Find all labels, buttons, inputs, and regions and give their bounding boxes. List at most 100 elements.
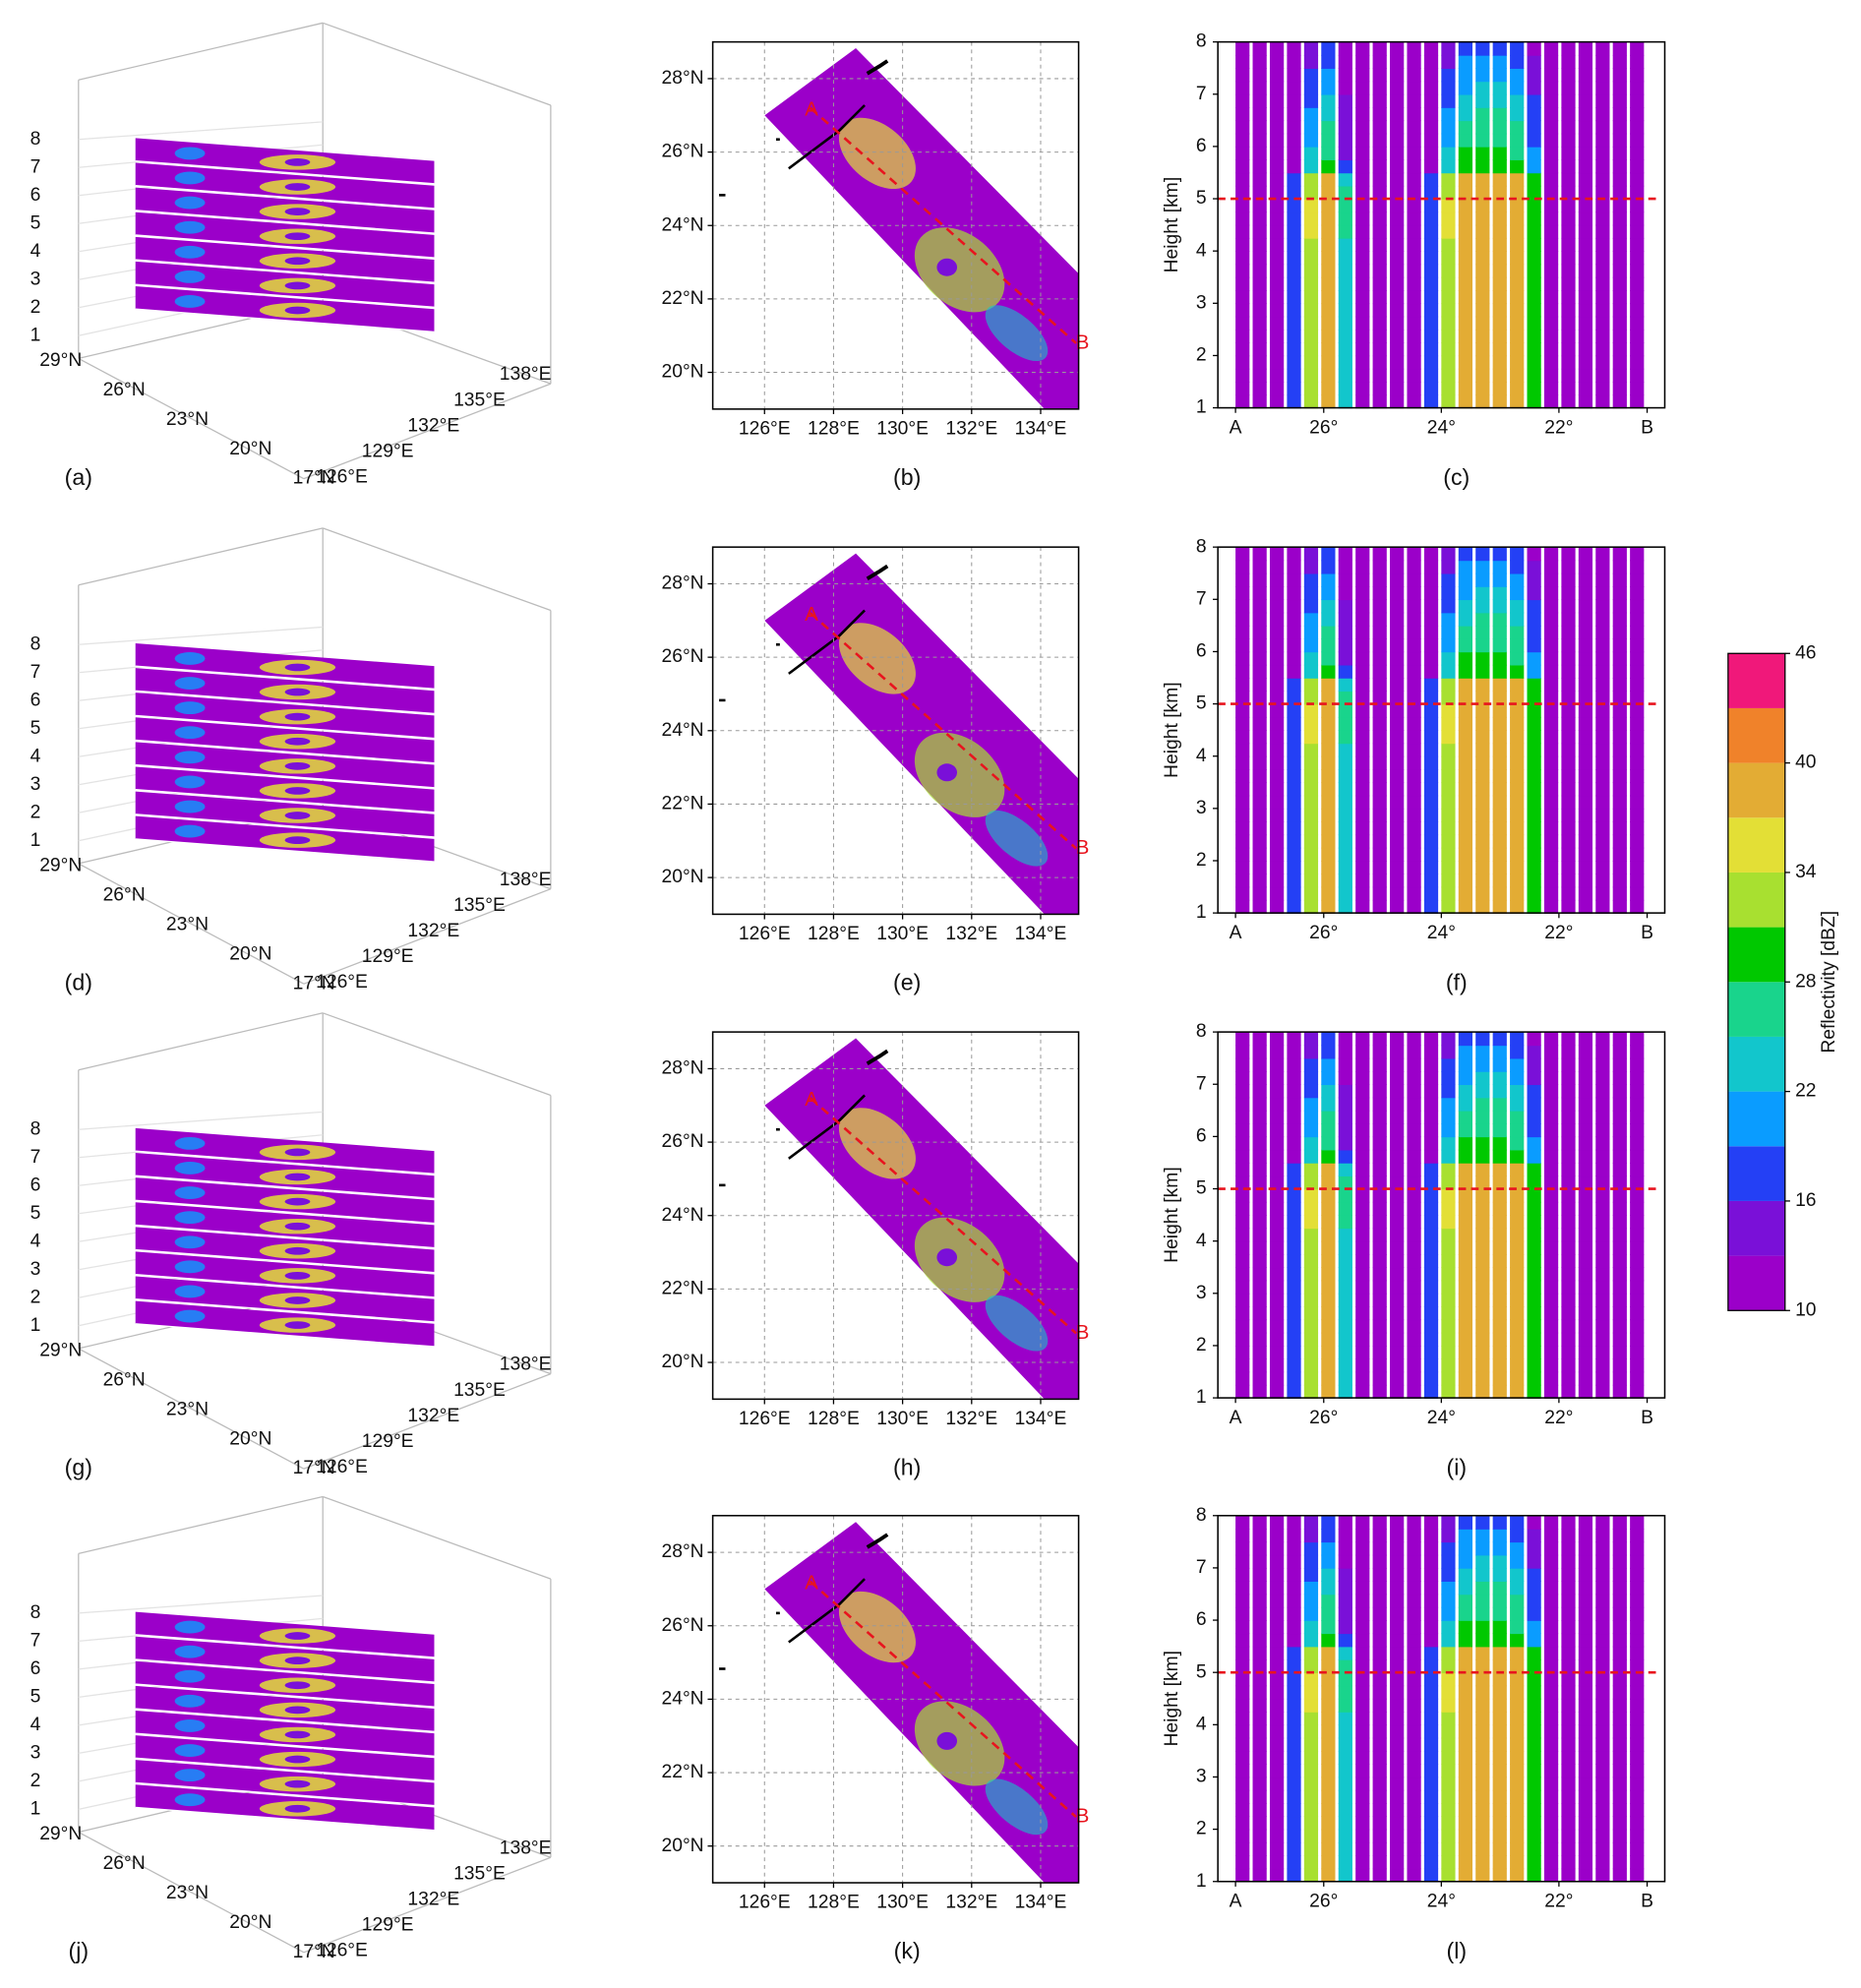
radar-cell [1407,316,1421,331]
radar-cell [1252,730,1267,745]
radar-cell [1492,1175,1507,1190]
map-content [719,48,1079,409]
radar-cell [1578,1070,1593,1086]
island [719,1667,726,1670]
radar-cell [1475,1672,1490,1687]
radar-cell [1475,185,1490,200]
radar-cell [1372,1110,1387,1124]
radar-cell [1252,1332,1267,1347]
radar-cell [1338,1724,1352,1739]
radar-cell [1510,1070,1525,1086]
radar-cell [1612,1737,1627,1752]
radar-cell [1475,1646,1490,1660]
radar-cell [1423,1606,1439,1621]
radar-cell [1321,1816,1336,1831]
radar-cell [1441,394,1456,409]
radar-cell [1475,54,1490,69]
radar-cell [1407,1764,1421,1778]
radar-cell [1338,1057,1352,1072]
radar-cell [1492,1293,1507,1307]
radar-cell [1441,120,1456,135]
radar-cell [1235,1633,1250,1648]
radar-cell [1475,68,1490,83]
radar-cell [1372,316,1387,331]
radar-cell [1510,1240,1525,1255]
radar-cell [1338,586,1352,601]
radar-cell [1458,847,1472,862]
radar-cell [1355,1764,1370,1778]
radar-cell [1543,886,1559,901]
radar-cell [1321,1855,1336,1870]
radar-cell [1390,1515,1405,1530]
island [775,1611,780,1615]
radar-cell [1578,1868,1593,1883]
radar-cell [1612,133,1627,148]
radar-cell [1390,382,1405,396]
radar-cell [1407,68,1421,83]
radar-cell [1407,1267,1421,1282]
radar-cell [1372,899,1387,914]
radar-cell [1492,1658,1507,1673]
radar-cell [1561,834,1576,849]
radar-cell [1527,1581,1541,1596]
radar-cell [1338,1070,1352,1086]
radar-cell [1578,625,1593,639]
radar-cell [1510,1215,1525,1230]
radar-cell [1423,1685,1439,1700]
radar-cell [1252,1070,1267,1086]
section-line [809,1580,1077,1819]
radar-cell [1407,1672,1421,1687]
radar-cell [1578,1646,1593,1660]
radar-cell [1630,1515,1645,1530]
radar-cell [1612,199,1627,213]
radar-cell [1578,224,1593,239]
colorbar-band [1727,653,1785,708]
radar-cell [1287,1658,1301,1673]
radar-cell [1527,224,1541,239]
radar-cell [1287,342,1301,357]
radar-cell [1492,678,1507,693]
radar-cell [1423,41,1439,56]
radar-cell [1355,651,1370,666]
radar-cell [1475,1253,1490,1269]
x-tick-label: 130°E [876,924,929,944]
radar-cell [1543,1515,1559,1530]
radar-cell [1287,1712,1301,1726]
radar-cell [1578,211,1593,226]
radar-cell [1458,1803,1472,1818]
radar-cell [1458,808,1472,822]
radar-cell [1612,860,1627,875]
radar-cell [1372,808,1387,822]
radar-cell [1390,1698,1405,1713]
radar-cell [1630,1319,1645,1334]
radar-cell [1475,782,1490,797]
radar-cell [1492,1789,1507,1804]
radar-cell [1235,1228,1250,1242]
radar-cell [1441,1581,1456,1596]
radar-cell [1510,808,1525,822]
radar-cell [1527,821,1541,836]
radar-cell [1630,355,1645,370]
radar-cell [1355,743,1370,757]
radar-cell [1595,1123,1610,1138]
slab-echo [174,147,206,160]
radar-cell [1492,1777,1507,1791]
radar-cell [1458,172,1472,187]
radar-cell [1252,1764,1267,1778]
x-tick-label: A [1230,1891,1242,1911]
radar-cell [1595,224,1610,239]
radar-cell [1355,1371,1370,1386]
radar-cell [1269,1554,1285,1569]
radar-cell [1321,1097,1336,1112]
radar-cell [1578,382,1593,396]
radar-cell [1287,1633,1301,1648]
radar-cell [1630,1567,1645,1582]
radar-cell [1612,1188,1627,1203]
radar-cell [1630,394,1645,409]
radar-cell [1612,1175,1627,1190]
radar-cell [1630,678,1645,693]
radar-cell [1287,1777,1301,1791]
radar-cell [1578,146,1593,160]
radar-cell [1252,146,1267,160]
radar-cell [1423,782,1439,797]
